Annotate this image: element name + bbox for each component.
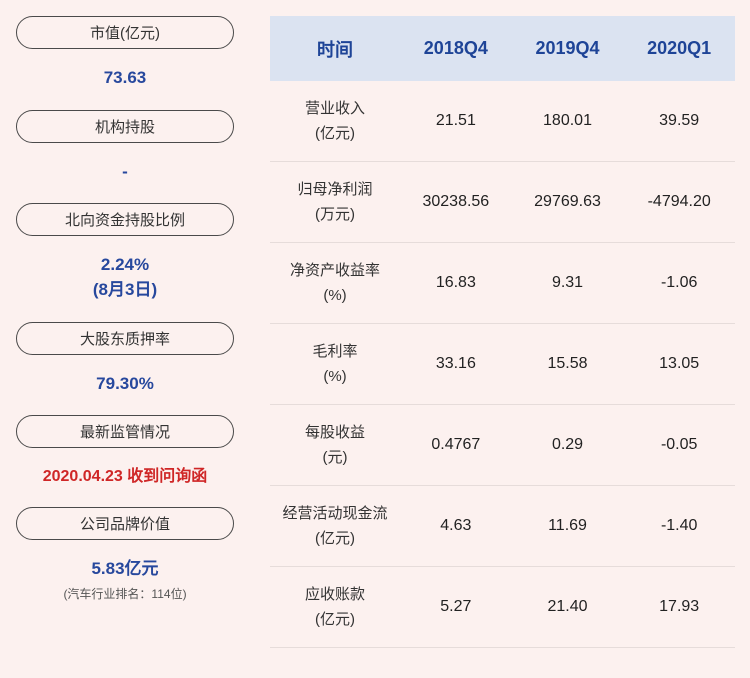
table-row-revenue: 营业收入 (亿元) 21.51 180.01 39.59 (270, 81, 735, 162)
cell-value: 11.69 (548, 517, 587, 534)
cell-value: -1.06 (660, 274, 698, 291)
metric-latest-regulation: 最新监管情况 2020.04.23 收到问询函 (16, 415, 234, 488)
row-label: 经营活动现金流 (亿元) (270, 501, 400, 552)
header-cell-time: 时间 (317, 39, 353, 60)
cell-value: 17.93 (659, 598, 700, 615)
cell-value: 33.16 (435, 355, 476, 372)
brand-value-amount: 5.83亿元 (91, 559, 159, 579)
market-cap-pill[interactable]: 市值(亿元) (16, 16, 234, 49)
brand-value-value: 5.83亿元 (汽车行业排名：114位) (16, 557, 234, 603)
row-label-name: 净资产收益率 (289, 261, 380, 279)
header-cell-2019q4: 2019Q4 (535, 38, 600, 58)
cell-value: 180.01 (543, 112, 592, 129)
cell-value: 13.05 (659, 355, 700, 372)
cell-value: 21.40 (547, 598, 588, 615)
market-cap-value: 73.63 (103, 68, 147, 87)
row-label-name: 毛利率 (312, 342, 358, 360)
row-label-unit: (亿元) (315, 125, 355, 142)
cell-value: 16.83 (435, 274, 476, 291)
brand-value-label: 公司品牌价值 (79, 516, 170, 534)
metrics-sidebar: 市值(亿元) 73.63 机构持股 - 北向资金持股比例 2.24% (8月3日… (16, 16, 234, 678)
institution-holding-pill[interactable]: 机构持股 (16, 109, 234, 143)
cell-value: 5.27 (440, 598, 472, 615)
major-shareholder-pledge-label: 大股东质押率 (79, 330, 170, 348)
brand-value-rank-note: (汽车行业排名：114位) (63, 587, 187, 602)
institution-holding-label: 机构持股 (94, 118, 155, 136)
row-label: 净资产收益率 (%) (270, 258, 400, 309)
row-label-unit: (元) (322, 449, 348, 466)
northbound-holding-ratio-label: 北向资金持股比例 (64, 212, 185, 230)
market-cap-label: 市值(亿元) (90, 25, 160, 42)
major-shareholder-pledge-value: 79.30% (96, 373, 154, 393)
table-row-accounts-receivable: 应收账款 (亿元) 5.27 21.40 17.93 (270, 567, 735, 648)
northbound-holding-ratio-value: 2.24% (8月3日) (16, 253, 234, 302)
metric-institution-holding: 机构持股 - (16, 109, 234, 185)
row-label: 应收账款 (亿元) (270, 582, 400, 633)
row-label-name: 每股收益 (304, 423, 365, 441)
metric-brand-value: 公司品牌价值 5.83亿元 (汽车行业排名：114位) (16, 507, 234, 603)
row-label-unit: (亿元) (315, 611, 355, 628)
row-label: 营业收入 (亿元) (270, 96, 400, 147)
cell-value: 21.51 (435, 112, 476, 129)
cell-value: -0.05 (660, 436, 698, 453)
row-label: 每股收益 (元) (270, 420, 400, 471)
header-cell-2018q4: 2018Q4 (423, 38, 488, 58)
row-label-unit: (亿元) (315, 530, 355, 547)
cell-value: -4794.20 (647, 193, 711, 210)
table-row-gross-margin: 毛利率 (%) 33.16 15.58 13.05 (270, 324, 735, 405)
northbound-ratio-date: (8月3日) (92, 279, 158, 299)
latest-regulation-pill[interactable]: 最新监管情况 (16, 415, 234, 449)
cell-value: 29769.63 (534, 193, 601, 210)
cell-value: 4.63 (440, 517, 472, 534)
cell-value: 15.58 (547, 355, 588, 372)
row-label-unit: (%) (323, 287, 347, 304)
financial-quarters-table: 时间 2018Q4 2019Q4 2020Q1 营业收入 (亿元) 21.51 … (270, 16, 735, 678)
latest-regulation-value: 2020.04.23 收到问询函 (42, 468, 208, 486)
northbound-holding-ratio-pill[interactable]: 北向资金持股比例 (16, 203, 234, 237)
cell-value: 0.4767 (431, 436, 481, 453)
row-label-name: 经营活动现金流 (282, 504, 388, 522)
metric-northbound-holding-ratio: 北向资金持股比例 2.24% (8月3日) (16, 203, 234, 302)
row-label-name: 营业收入 (304, 99, 365, 117)
table-row-eps: 每股收益 (元) 0.4767 0.29 -0.05 (270, 405, 735, 486)
cell-value: -1.40 (660, 517, 698, 534)
header-cell-2020q1: 2020Q1 (647, 38, 712, 58)
row-label-name: 归母净利润 (297, 180, 373, 198)
row-label: 毛利率 (%) (270, 339, 400, 390)
cell-value: 0.29 (551, 436, 584, 453)
metric-major-shareholder-pledge: 大股东质押率 79.30% (16, 321, 234, 397)
row-label-unit: (%) (323, 368, 347, 385)
brand-value-pill[interactable]: 公司品牌价值 (16, 507, 234, 541)
row-label-unit: (万元) (315, 206, 355, 223)
table-row-roe: 净资产收益率 (%) 16.83 9.31 -1.06 (270, 243, 735, 324)
table-row-operating-cashflow: 经营活动现金流 (亿元) 4.63 11.69 -1.40 (270, 486, 735, 567)
major-shareholder-pledge-pill[interactable]: 大股东质押率 (16, 321, 234, 355)
row-label: 归母净利润 (万元) (270, 177, 400, 228)
northbound-ratio-percent: 2.24% (100, 255, 150, 275)
table-header-row: 时间 2018Q4 2019Q4 2020Q1 (270, 16, 735, 81)
cell-value: 39.59 (659, 112, 700, 129)
institution-holding-value: - (122, 161, 128, 181)
latest-regulation-label: 最新监管情况 (79, 424, 170, 442)
metric-market-cap: 市值(亿元) 73.63 (16, 16, 234, 91)
table-row-net-profit: 归母净利润 (万元) 30238.56 29769.63 -4794.20 (270, 162, 735, 243)
row-label-name: 应收账款 (304, 585, 365, 603)
cell-value: 30238.56 (422, 193, 490, 210)
cell-value: 9.31 (551, 274, 584, 291)
